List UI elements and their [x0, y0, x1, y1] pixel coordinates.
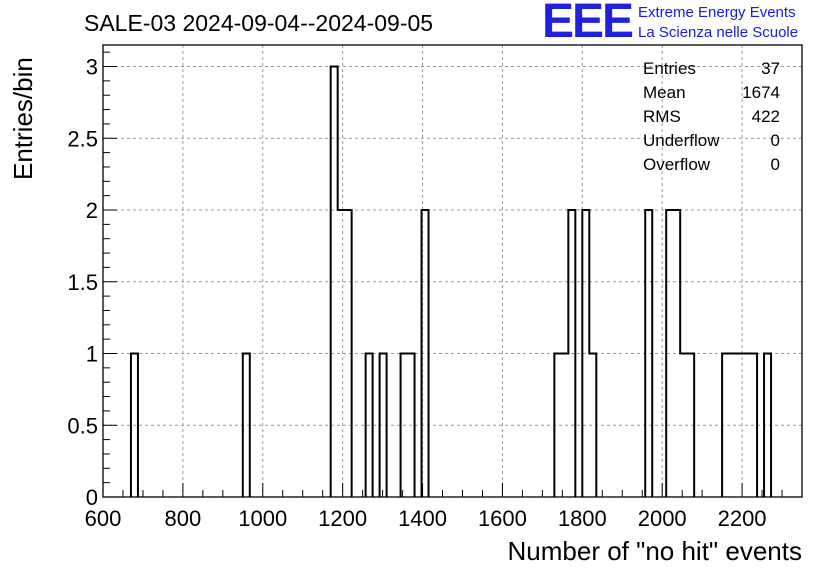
x-tick-label: 1600	[478, 506, 527, 531]
x-tick-label: 1800	[558, 506, 607, 531]
x-tick-label: 2200	[718, 506, 767, 531]
stat-key: Mean	[643, 83, 686, 102]
stat-value: 1674	[742, 83, 780, 102]
y-tick-label: 0	[86, 485, 98, 510]
stat-row: Entries 37	[643, 59, 780, 83]
stat-row: Mean 1674	[643, 83, 780, 107]
stat-value: 0	[770, 155, 780, 174]
stat-row: RMS 422	[643, 107, 780, 131]
logo-text-line1: Extreme Energy Events	[638, 4, 796, 21]
y-tick-label: 2	[86, 198, 98, 223]
stat-key: Overflow	[643, 155, 711, 174]
stat-key: RMS	[643, 107, 681, 126]
stat-value: 0	[770, 131, 780, 150]
y-axis-label: Entries/bin	[8, 57, 39, 180]
stat-row: Overflow 0	[643, 155, 780, 179]
stat-key: Entries	[643, 59, 696, 78]
logo-text-line2: La Scienza nelle Scuole	[638, 24, 799, 41]
eee-logo: EEE Extreme Energy Events La Scienza nel…	[542, 0, 834, 48]
stat-value: 422	[751, 107, 780, 126]
plot-frame	[102, 44, 803, 498]
stat-value: 37	[761, 59, 780, 78]
y-tick-label: 3	[86, 55, 98, 80]
eee-logo-mark: EEE	[542, 0, 634, 48]
y-tick-label: 1	[86, 342, 98, 367]
y-tick-label: 0.5	[67, 413, 98, 438]
y-tick-label: 2.5	[67, 126, 98, 151]
x-tick-label: 800	[165, 506, 202, 531]
x-axis-label: Number of "no hit" events	[507, 536, 803, 566]
stat-row: Underflow 0	[643, 131, 780, 155]
x-tick-label: 1000	[238, 506, 287, 531]
x-tick-label: 1200	[318, 506, 367, 531]
x-tick-label: 2000	[638, 506, 687, 531]
y-tick-label: 1.5	[67, 270, 98, 295]
histogram-outline	[129, 65, 773, 497]
x-tick-label: 1400	[398, 506, 447, 531]
x-tick-label: 600	[85, 506, 122, 531]
stat-key: Underflow	[643, 131, 720, 150]
chart-title: SALE-03 2024-09-04--2024-09-05	[84, 10, 434, 36]
y-axis-label-text: Entries/bin	[8, 57, 38, 180]
stats-box: Entries 37 Mean 1674 RMS 422 Underflow 0 Overflo…	[643, 59, 780, 179]
